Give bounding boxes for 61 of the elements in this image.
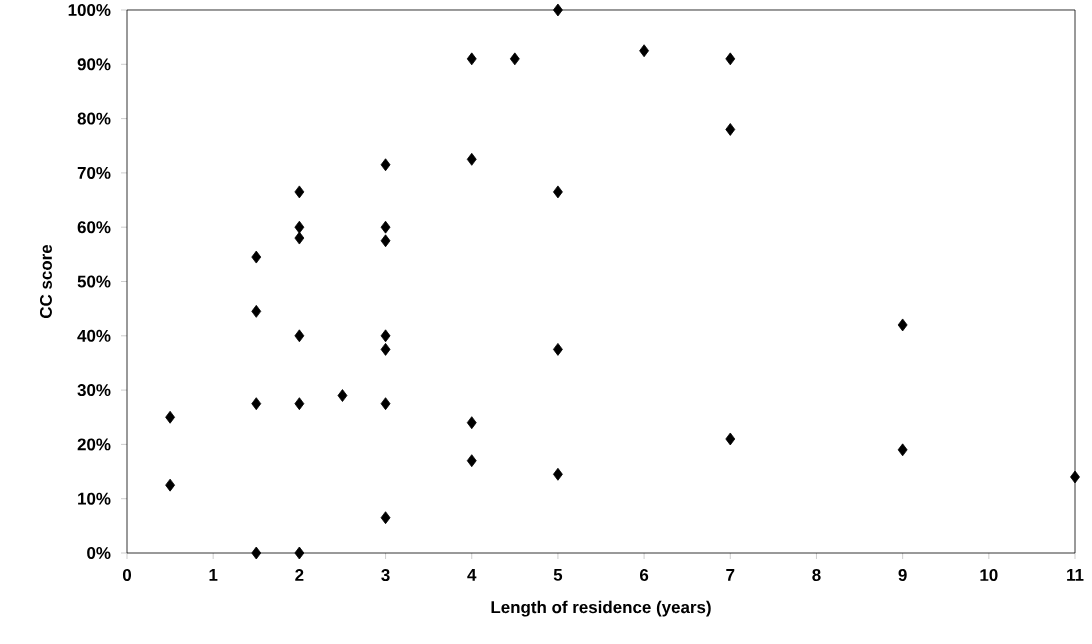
point: [1070, 470, 1080, 484]
point: [897, 318, 908, 332]
x-tick-label: 9: [898, 569, 907, 582]
x-axis-title: Length of residence (years): [491, 600, 711, 617]
point: [251, 546, 262, 560]
point: [294, 546, 305, 560]
point: [294, 329, 305, 343]
point: [294, 185, 305, 199]
point: [509, 52, 520, 66]
x-tick-label: 11: [1067, 569, 1084, 581]
x-tick-label: 8: [812, 569, 821, 582]
point: [897, 443, 908, 457]
point: [553, 185, 563, 199]
point: [380, 234, 391, 248]
x-tick-label: 1: [209, 569, 218, 581]
y-tick-label: 70%: [77, 166, 111, 179]
y-tick-label: 90%: [77, 58, 111, 71]
point: [553, 3, 563, 17]
point: [725, 52, 736, 66]
y-tick-label: 40%: [77, 329, 111, 342]
point: [380, 397, 391, 411]
x-tick-label: 3: [381, 569, 390, 582]
x-tick-label: 2: [295, 569, 304, 581]
x-tick-label: 4: [467, 569, 477, 581]
point: [165, 410, 175, 424]
point: [380, 329, 391, 343]
point: [251, 397, 262, 411]
point: [639, 44, 649, 58]
point: [251, 250, 262, 264]
point: [466, 52, 477, 66]
x-tick-label: 0: [122, 569, 132, 582]
y-tick-label: 20%: [77, 438, 111, 451]
point: [380, 220, 391, 234]
point: [294, 231, 305, 245]
x-tick-label: 5: [553, 569, 563, 581]
y-tick-label: 80%: [77, 112, 111, 125]
y-tick-label: 10%: [78, 492, 111, 505]
point: [165, 478, 175, 492]
point: [380, 342, 391, 356]
point: [337, 389, 348, 402]
point: [553, 342, 563, 356]
x-tick-label: 7: [726, 569, 735, 581]
y-axis-title: CC score: [39, 244, 52, 318]
point: [294, 397, 305, 411]
x-tick-label: 6: [640, 569, 649, 582]
y-tick-label: 60%: [77, 221, 111, 234]
y-tick-label: 100%: [68, 4, 111, 16]
point: [725, 123, 736, 136]
point: [294, 220, 305, 234]
y-tick-label: 50%: [77, 275, 111, 288]
point: [553, 467, 563, 481]
point: [466, 416, 477, 430]
point: [380, 511, 391, 525]
x-tick-label: 10: [980, 569, 998, 582]
point: [251, 304, 262, 318]
point: [380, 158, 391, 172]
point: [725, 432, 736, 446]
y-tick-label: 0%: [87, 547, 111, 559]
point: [466, 152, 477, 166]
point: [466, 454, 477, 468]
y-tick-label: 30%: [77, 384, 111, 397]
